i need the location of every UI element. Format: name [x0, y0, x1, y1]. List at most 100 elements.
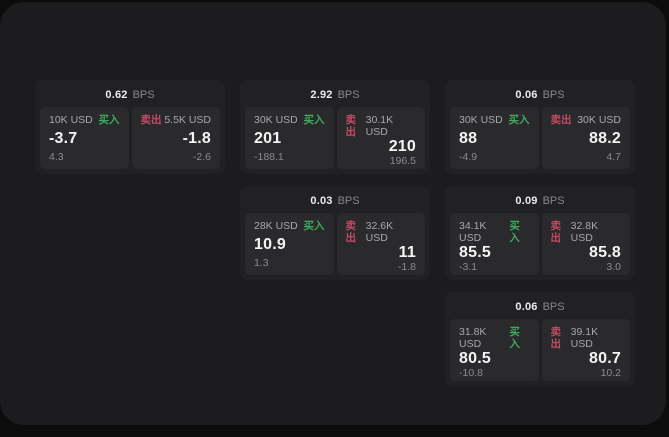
quote-panels: 10K USD 买入 -3.7 4.3 卖出 5.5K USD -1.8 -2.… [40, 107, 220, 169]
sell-panel[interactable]: 卖出 5.5K USD -1.8 -2.6 [131, 107, 220, 169]
buy-delta: -10.8 [459, 367, 483, 379]
sell-panel-header: 卖出 39.1K USD [551, 326, 622, 350]
sell-delta: -2.6 [192, 151, 211, 163]
buy-panel-header: 30K USD 买入 [254, 114, 325, 126]
bps-value: 0.09 [515, 195, 538, 207]
quote-card: 0.09 BPS 34.1K USD 买入 85.5 -3.1 卖出 32.8K… [445, 186, 635, 280]
buy-side-label: 买入 [303, 114, 325, 126]
sell-panel[interactable]: 卖出 32.8K USD 85.8 3.0 [541, 213, 630, 275]
quote-panels: 34.1K USD 买入 85.5 -3.1 卖出 32.8K USD 85.8… [450, 213, 630, 275]
sell-delta: 10.2 [600, 367, 621, 379]
sell-delta: 3.0 [606, 261, 621, 273]
bps-unit-label: BPS [132, 89, 155, 101]
buy-panel[interactable]: 10K USD 买入 -3.7 4.3 [40, 107, 129, 169]
bps-value: 0.06 [515, 301, 538, 313]
sell-size: 30K USD [577, 114, 621, 126]
card-header: 0.06 BPS [450, 297, 630, 317]
sell-delta: 4.7 [606, 151, 621, 163]
buy-delta: -188.1 [254, 151, 284, 163]
quote-panels: 31.8K USD 买入 80.5 -10.8 卖出 39.1K USD 80.… [450, 319, 630, 381]
quote-card: 0.62 BPS 10K USD 买入 -3.7 4.3 卖出 5.5K USD… [35, 80, 225, 174]
buy-side-label: 买入 [303, 220, 325, 232]
card-header: 0.06 BPS [450, 85, 630, 105]
buy-side-label: 买入 [509, 326, 520, 350]
sell-side-label: 卖出 [550, 326, 562, 350]
buy-panel[interactable]: 31.8K USD 买入 80.5 -10.8 [450, 319, 539, 381]
buy-size: 31.8K USD [459, 326, 487, 350]
sell-panel-header: 卖出 30K USD [551, 114, 622, 126]
buy-panel[interactable]: 34.1K USD 买入 85.5 -3.1 [450, 213, 539, 275]
buy-panel[interactable]: 30K USD 买入 201 -188.1 [245, 107, 334, 169]
app-surface: 0.62 BPS 10K USD 买入 -3.7 4.3 卖出 5.5K USD… [0, 2, 666, 425]
sell-price: 210 [388, 138, 416, 155]
buy-panel[interactable]: 28K USD 买入 10.9 1.3 [245, 213, 334, 275]
card-header: 0.03 BPS [245, 191, 425, 211]
bps-unit-label: BPS [542, 89, 565, 101]
sell-size: 5.5K USD [164, 114, 211, 126]
sell-panel-header: 卖出 30.1K USD [346, 114, 417, 138]
sell-panel[interactable]: 卖出 32.6K USD 11 -1.8 [336, 213, 425, 275]
bps-unit-label: BPS [337, 195, 360, 207]
buy-size: 34.1K USD [459, 220, 487, 244]
quote-card: 2.92 BPS 30K USD 买入 201 -188.1 卖出 30.1K … [240, 80, 430, 174]
sell-price: 85.8 [589, 244, 621, 261]
quote-card: 0.06 BPS 30K USD 买入 88 -4.9 卖出 30K USD 8… [445, 80, 635, 174]
buy-side-label: 买入 [508, 114, 530, 126]
sell-panel[interactable]: 卖出 39.1K USD 80.7 10.2 [541, 319, 630, 381]
buy-side-label: 买入 [98, 114, 120, 126]
quote-panels: 30K USD 买入 201 -188.1 卖出 30.1K USD 210 1… [245, 107, 425, 169]
sell-price: 80.7 [589, 350, 621, 367]
sell-delta: 196.5 [389, 155, 416, 167]
card-header: 2.92 BPS [245, 85, 425, 105]
bps-unit-label: BPS [542, 301, 565, 313]
bps-value: 0.62 [105, 89, 128, 101]
bps-value: 0.03 [310, 195, 333, 207]
sell-price: -1.8 [182, 130, 211, 147]
sell-panel-header: 卖出 32.6K USD [346, 220, 417, 244]
quote-card: 0.06 BPS 31.8K USD 买入 80.5 -10.8 卖出 39.1… [445, 292, 635, 386]
buy-panel-header: 31.8K USD 买入 [459, 326, 530, 350]
sell-side-label: 卖出 [550, 114, 572, 126]
sell-panel[interactable]: 卖出 30K USD 88.2 4.7 [541, 107, 630, 169]
buy-size: 10K USD [49, 114, 93, 126]
buy-price: 201 [254, 130, 282, 147]
sell-side-label: 卖出 [550, 220, 562, 244]
buy-price: 85.5 [459, 244, 491, 261]
buy-size: 30K USD [254, 114, 298, 126]
sell-size: 30.1K USD [365, 114, 394, 138]
buy-price: 88 [459, 130, 478, 147]
sell-price: 88.2 [589, 130, 621, 147]
buy-delta: -4.9 [459, 151, 478, 163]
sell-side-label: 卖出 [345, 114, 357, 138]
buy-delta: -3.1 [459, 261, 478, 273]
buy-size: 28K USD [254, 220, 298, 232]
buy-price: -3.7 [49, 130, 78, 147]
buy-price: 80.5 [459, 350, 491, 367]
sell-panel-header: 卖出 32.8K USD [551, 220, 622, 244]
bps-unit-label: BPS [542, 195, 565, 207]
buy-side-label: 买入 [509, 220, 520, 244]
buy-panel-header: 30K USD 买入 [459, 114, 530, 126]
sell-panel-header: 卖出 5.5K USD [141, 114, 212, 126]
sell-size: 39.1K USD [570, 326, 599, 350]
buy-delta: 1.3 [254, 257, 269, 269]
buy-delta: 4.3 [49, 151, 64, 163]
bps-unit-label: BPS [337, 89, 360, 101]
sell-size: 32.6K USD [365, 220, 394, 244]
buy-panel-header: 10K USD 买入 [49, 114, 120, 126]
card-header: 0.09 BPS [450, 191, 630, 211]
sell-delta: -1.8 [397, 261, 416, 273]
quote-panels: 28K USD 买入 10.9 1.3 卖出 32.6K USD 11 -1.8 [245, 213, 425, 275]
quote-card: 0.03 BPS 28K USD 买入 10.9 1.3 卖出 32.6K US… [240, 186, 430, 280]
buy-panel-header: 28K USD 买入 [254, 220, 325, 232]
bps-value: 2.92 [310, 89, 333, 101]
quote-panels: 30K USD 买入 88 -4.9 卖出 30K USD 88.2 4.7 [450, 107, 630, 169]
bps-value: 0.06 [515, 89, 538, 101]
sell-price: 11 [398, 244, 416, 261]
sell-panel[interactable]: 卖出 30.1K USD 210 196.5 [336, 107, 425, 169]
buy-size: 30K USD [459, 114, 503, 126]
buy-price: 10.9 [254, 236, 286, 253]
buy-panel[interactable]: 30K USD 买入 88 -4.9 [450, 107, 539, 169]
sell-side-label: 卖出 [140, 114, 162, 126]
sell-side-label: 卖出 [345, 220, 357, 244]
